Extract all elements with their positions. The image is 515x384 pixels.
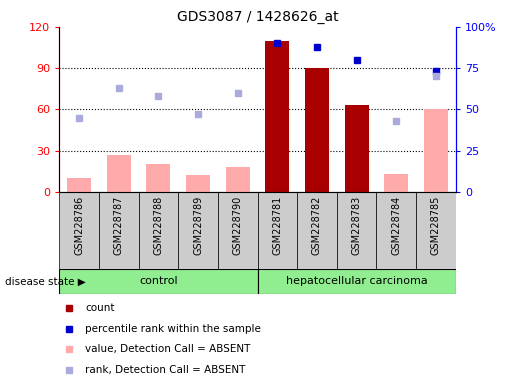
Text: GSM228786: GSM228786 (74, 196, 84, 255)
Bar (384, 174, 408, 192)
Text: value, Detection Call = ABSENT: value, Detection Call = ABSENT (85, 344, 250, 354)
Text: GSM228785: GSM228785 (431, 196, 441, 255)
Bar (59, 269, 258, 294)
Title: GDS3087 / 1428626_at: GDS3087 / 1428626_at (177, 10, 338, 25)
Bar (67, 178, 91, 192)
Bar (218, 192, 258, 269)
Text: disease state ▶: disease state ▶ (5, 276, 86, 286)
Bar (376, 192, 416, 269)
Text: GSM228784: GSM228784 (391, 196, 401, 255)
Text: percentile rank within the sample: percentile rank within the sample (85, 324, 261, 334)
Bar (186, 175, 210, 192)
Text: GSM228781: GSM228781 (272, 196, 282, 255)
Bar (178, 192, 218, 269)
Text: rank, Detection Call = ABSENT: rank, Detection Call = ABSENT (85, 365, 245, 375)
Bar (107, 155, 131, 192)
Text: GSM228789: GSM228789 (193, 196, 203, 255)
Text: GSM228790: GSM228790 (233, 196, 243, 255)
Text: GSM228788: GSM228788 (153, 196, 163, 255)
Bar (226, 167, 250, 192)
Text: GSM228782: GSM228782 (312, 196, 322, 255)
Bar (416, 192, 456, 269)
Text: GSM228783: GSM228783 (352, 196, 362, 255)
Text: control: control (139, 276, 178, 286)
Bar (424, 109, 448, 192)
Bar (265, 41, 289, 192)
Bar (59, 192, 99, 269)
Bar (305, 68, 329, 192)
Bar (258, 269, 456, 294)
Bar (297, 192, 337, 269)
Bar (99, 192, 139, 269)
Bar (146, 164, 170, 192)
Bar (139, 192, 178, 269)
Text: count: count (85, 303, 114, 313)
Bar (337, 192, 376, 269)
Text: GSM228787: GSM228787 (114, 196, 124, 255)
Bar (345, 105, 369, 192)
Text: hepatocellular carcinoma: hepatocellular carcinoma (286, 276, 427, 286)
Bar (258, 192, 297, 269)
